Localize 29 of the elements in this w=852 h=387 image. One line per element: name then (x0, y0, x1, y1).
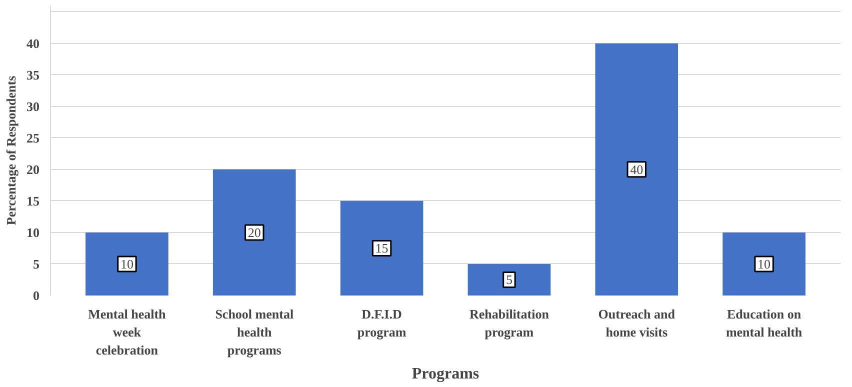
x-tick-label: School mental health programs (215, 306, 294, 358)
data-label: 5 (503, 272, 516, 288)
data-label: 10 (118, 256, 136, 272)
y-tick-label: 10 (26, 224, 40, 240)
y-tick-label: 0 (33, 288, 40, 303)
data-label: 40 (628, 162, 646, 177)
bar (722, 232, 806, 296)
y-tick-label: 40 (26, 36, 40, 51)
bar (212, 169, 296, 296)
x-tick-label: Rehabilitation program (469, 306, 550, 340)
y-tick-label: 5 (33, 256, 40, 272)
x-tick-label: Education on mental health (726, 306, 803, 340)
y-tick-label: 20 (26, 162, 40, 177)
y-tick-label: 35 (26, 67, 40, 82)
x-tick-label: Mental health week celebration (88, 306, 167, 358)
data-label: 20 (245, 224, 264, 240)
y-tick-label: 15 (26, 193, 40, 208)
y-tick-label: 25 (26, 130, 40, 146)
x-tick-label: D.F.I.D program (357, 306, 406, 340)
bar (86, 232, 168, 296)
y-axis-title: Percentage of Respondents (4, 76, 18, 226)
bar (595, 43, 678, 296)
data-label: 15 (372, 240, 391, 256)
bar (468, 264, 551, 296)
data-label: 10 (754, 256, 774, 272)
y-tick-label: 30 (26, 98, 40, 114)
x-axis-title: Programs (412, 366, 480, 382)
bar (340, 200, 424, 296)
x-tick-label: Outreach and home visits (598, 306, 676, 340)
